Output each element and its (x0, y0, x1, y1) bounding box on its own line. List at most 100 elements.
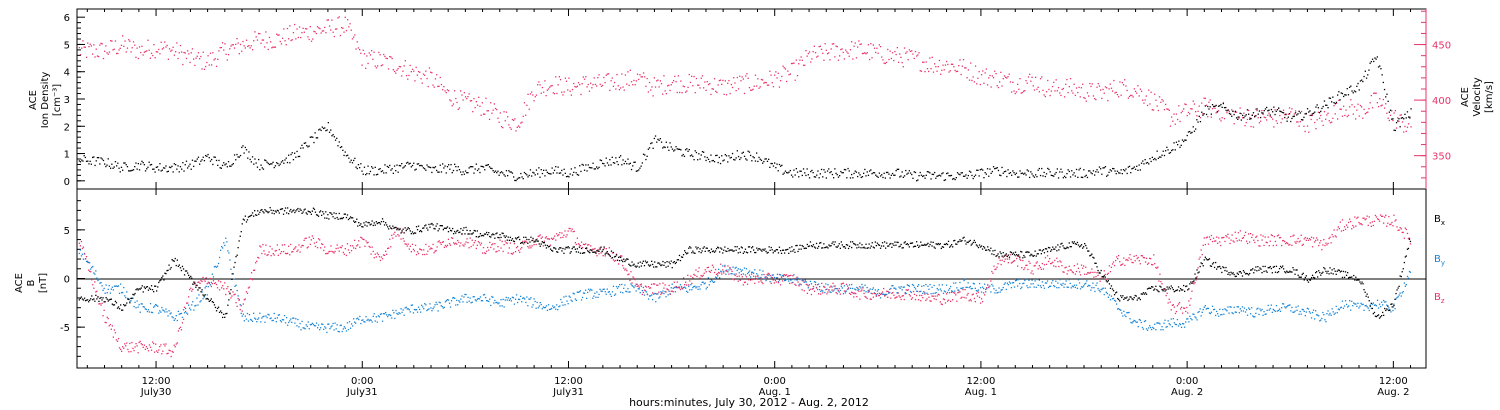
bz-point (1044, 257, 1047, 259)
density-point (461, 174, 463, 176)
bz-point (113, 329, 116, 331)
bz-point (652, 292, 654, 294)
by-point (619, 284, 621, 286)
by-point (154, 305, 156, 307)
density-point (1142, 160, 1144, 162)
velocity-point (624, 74, 627, 76)
bz-point (907, 289, 909, 291)
bz-point (428, 245, 430, 248)
by-point (842, 293, 845, 295)
density-point (1077, 176, 1079, 178)
density-point (653, 137, 655, 140)
density-point (369, 170, 372, 173)
bz-point (1169, 301, 1171, 303)
velocity-point (598, 74, 600, 76)
by-point (793, 274, 795, 276)
by-point (100, 281, 102, 284)
velocity-point (1349, 106, 1351, 108)
velocity-point (1235, 111, 1238, 113)
by-point (311, 322, 313, 324)
velocity-point (692, 85, 694, 87)
density-point (1042, 175, 1044, 177)
by-point (536, 301, 538, 304)
bz-point (361, 237, 363, 239)
by-point (526, 296, 528, 298)
velocity-point (825, 49, 827, 51)
bz-point (444, 244, 447, 247)
by-point (196, 297, 198, 299)
density-point (259, 169, 261, 171)
by-point (1373, 304, 1376, 306)
by-point (493, 302, 495, 304)
velocity-point (442, 89, 444, 91)
by-point (765, 279, 767, 282)
bz-point (207, 281, 209, 283)
bz-point (1084, 273, 1086, 275)
density-point (1078, 169, 1080, 171)
bz-point (1056, 257, 1058, 259)
velocity-point (869, 58, 871, 61)
by-point (1209, 312, 1212, 315)
density-point (215, 159, 218, 162)
bz-point (1287, 242, 1289, 245)
velocity-point (273, 46, 275, 48)
density-point (1226, 110, 1228, 112)
velocity-point (1215, 112, 1217, 114)
by-point (558, 306, 560, 308)
velocity-point (1261, 110, 1263, 112)
bz-point (449, 244, 452, 246)
density-point (609, 159, 611, 161)
velocity-point (1047, 79, 1049, 82)
by-point (1202, 308, 1204, 311)
velocity-point (1027, 76, 1030, 78)
density-point (967, 174, 969, 177)
velocity-point (288, 38, 290, 40)
density-point (1240, 119, 1242, 121)
velocity-point (1303, 125, 1305, 127)
by-point (299, 322, 301, 325)
density-point (565, 176, 568, 178)
density-point (290, 153, 292, 156)
by-point (786, 278, 788, 280)
velocity-point (1013, 90, 1015, 92)
density-point (1316, 104, 1318, 106)
bz-point (126, 342, 128, 344)
by-point (877, 288, 880, 291)
by-point (1190, 317, 1192, 320)
bz-point (927, 293, 929, 295)
velocity-point (1158, 96, 1161, 98)
by-point (1003, 283, 1005, 285)
by-point (710, 279, 713, 281)
density-point (1131, 168, 1133, 170)
bz-point (943, 298, 946, 301)
density-point (1053, 175, 1055, 177)
bz-point (1190, 297, 1192, 300)
bz-point (300, 246, 302, 248)
by-point (214, 265, 217, 268)
bz-point (673, 281, 675, 283)
bz-point (328, 251, 330, 253)
velocity-point (79, 54, 82, 56)
velocity-point (949, 70, 951, 72)
density-point (790, 174, 793, 176)
density-point (717, 161, 719, 164)
by-point (357, 317, 359, 319)
velocity-point (404, 60, 406, 62)
by-point (348, 321, 351, 323)
density-point (84, 156, 86, 159)
bz-point (1207, 243, 1210, 245)
by-point (235, 284, 237, 286)
bz-point (452, 237, 454, 239)
by-point (303, 327, 305, 329)
by-point (337, 330, 339, 333)
velocity-point (1181, 110, 1184, 112)
velocity-point (730, 83, 732, 86)
velocity-point (1148, 89, 1150, 91)
velocity-point (890, 57, 892, 60)
bz-point (299, 251, 301, 253)
bz-point (388, 247, 390, 249)
density-point (1115, 173, 1117, 175)
velocity-point (413, 70, 415, 72)
bz-point (317, 238, 320, 240)
density-point (651, 142, 653, 144)
